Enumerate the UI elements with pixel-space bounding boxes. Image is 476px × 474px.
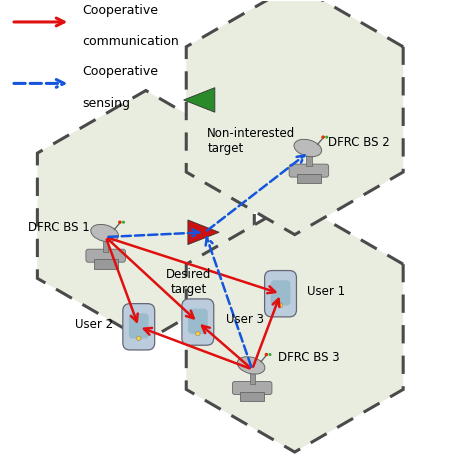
FancyBboxPatch shape bbox=[289, 164, 328, 177]
FancyBboxPatch shape bbox=[123, 304, 155, 350]
Circle shape bbox=[118, 220, 121, 224]
Bar bbox=[297, 174, 321, 183]
Circle shape bbox=[122, 221, 125, 224]
Circle shape bbox=[278, 303, 283, 308]
Polygon shape bbox=[38, 91, 254, 341]
Circle shape bbox=[196, 331, 200, 336]
FancyBboxPatch shape bbox=[182, 299, 214, 345]
Text: User 1: User 1 bbox=[307, 285, 345, 298]
Bar bbox=[249, 371, 255, 384]
Circle shape bbox=[265, 353, 268, 356]
FancyBboxPatch shape bbox=[271, 280, 290, 306]
Text: User 2: User 2 bbox=[75, 318, 113, 331]
Circle shape bbox=[325, 136, 328, 139]
FancyBboxPatch shape bbox=[232, 382, 272, 394]
FancyBboxPatch shape bbox=[265, 271, 297, 317]
Ellipse shape bbox=[237, 357, 265, 374]
Text: User 3: User 3 bbox=[226, 313, 264, 326]
Ellipse shape bbox=[91, 224, 119, 242]
FancyBboxPatch shape bbox=[86, 249, 125, 262]
Text: Cooperative: Cooperative bbox=[82, 65, 158, 78]
Text: sensing: sensing bbox=[82, 97, 130, 110]
Polygon shape bbox=[188, 220, 219, 245]
Bar bbox=[240, 392, 264, 401]
Text: DFRC BS 3: DFRC BS 3 bbox=[278, 351, 340, 364]
Bar bbox=[94, 259, 118, 269]
Text: Desired
target: Desired target bbox=[166, 268, 211, 296]
Polygon shape bbox=[184, 88, 215, 112]
Text: DFRC BS 1: DFRC BS 1 bbox=[28, 221, 89, 234]
Text: communication: communication bbox=[82, 35, 179, 48]
Bar bbox=[306, 154, 311, 166]
Polygon shape bbox=[186, 0, 403, 235]
Text: DFRC BS 2: DFRC BS 2 bbox=[328, 136, 389, 149]
Circle shape bbox=[268, 353, 271, 356]
Circle shape bbox=[137, 336, 141, 341]
Circle shape bbox=[321, 136, 325, 139]
FancyBboxPatch shape bbox=[188, 309, 208, 334]
Polygon shape bbox=[186, 201, 403, 452]
Bar bbox=[103, 238, 108, 252]
Text: Non-interested
target: Non-interested target bbox=[207, 128, 296, 155]
FancyBboxPatch shape bbox=[129, 313, 149, 338]
Ellipse shape bbox=[294, 139, 322, 157]
Text: Cooperative: Cooperative bbox=[82, 4, 158, 17]
